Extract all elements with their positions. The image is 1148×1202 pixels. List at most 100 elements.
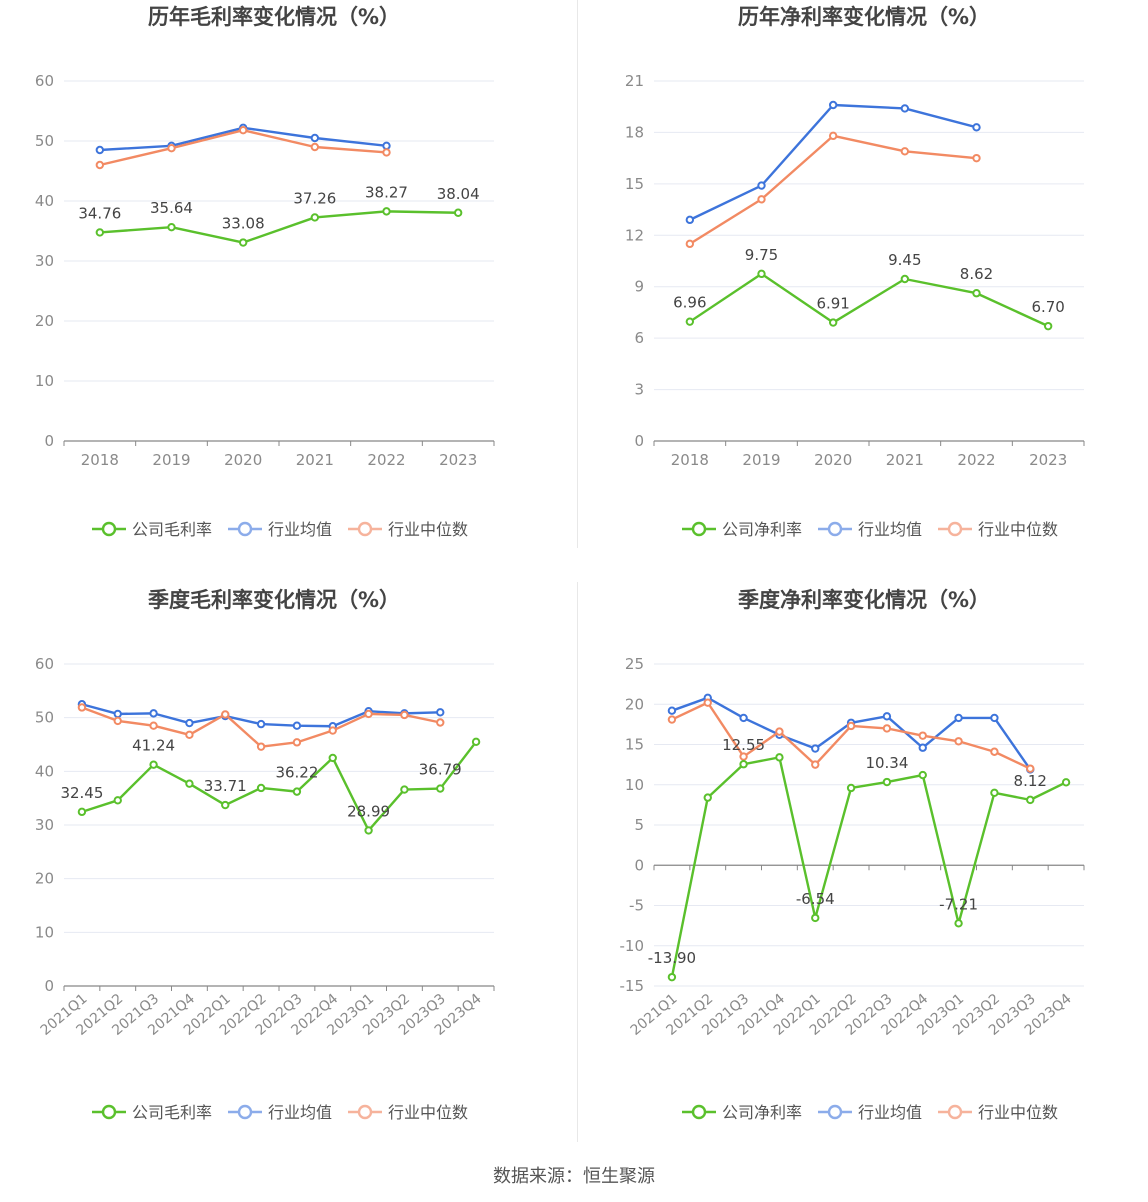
- y-tick-label: 10: [625, 776, 644, 794]
- data-point-median: [95, 160, 105, 170]
- data-point-avg: [900, 104, 910, 113]
- data-point-company: [95, 228, 105, 237]
- data-label: -13.90: [648, 949, 696, 967]
- data-point-company: [310, 213, 320, 222]
- data-label: 6.91: [816, 295, 849, 313]
- legend-marker: [237, 521, 253, 537]
- y-tick-label: 0: [634, 432, 644, 450]
- data-point-median: [382, 148, 391, 157]
- data-point-median: [167, 144, 176, 153]
- data-point-company: [185, 779, 194, 788]
- data-point-company: [113, 796, 122, 805]
- legend-marker: [827, 521, 843, 537]
- data-point-avg: [811, 744, 820, 753]
- data-point-company: [292, 787, 302, 796]
- y-tick-label: 6: [634, 329, 644, 347]
- legend-marker: [101, 521, 117, 537]
- legend-marker: [947, 1104, 963, 1120]
- y-tick-label: 0: [44, 432, 54, 450]
- data-label: 12.55: [722, 736, 765, 754]
- legend-label: 行业均值: [268, 1103, 332, 1122]
- legend-item-company: 公司净利率: [682, 520, 802, 539]
- data-point-avg: [739, 713, 748, 723]
- chart-title: 季度净利率变化情况（%）: [738, 588, 990, 612]
- legend-marker: [947, 521, 963, 537]
- legend-marker: [827, 1104, 843, 1120]
- data-label: 37.26: [293, 189, 336, 207]
- data-point-median: [990, 747, 999, 756]
- y-tick-label: 30: [35, 252, 54, 270]
- legend-item-median: 行业中位数: [938, 1103, 1058, 1122]
- y-tick-label: 60: [35, 655, 54, 673]
- data-point-company: [667, 972, 677, 982]
- legend-item-company: 公司毛利率: [92, 520, 212, 539]
- data-label: 38.04: [437, 185, 480, 203]
- data-point-company: [900, 274, 910, 284]
- y-tick-label: 15: [625, 175, 644, 193]
- data-label: 10.34: [865, 754, 908, 772]
- legend-label: 行业均值: [268, 520, 332, 539]
- data-point-company: [471, 737, 481, 747]
- data-point-median: [221, 710, 230, 719]
- y-tick-label: 20: [625, 695, 644, 713]
- data-point-avg: [882, 712, 892, 721]
- data-point-avg: [828, 100, 838, 110]
- data-label: 6.96: [673, 294, 706, 312]
- chart-title: 季度毛利率变化情况（%）: [148, 588, 400, 612]
- data-point-median: [185, 730, 194, 740]
- data-label: 36.79: [419, 761, 462, 779]
- y-tick-label: 18: [625, 123, 644, 141]
- legend-item-median: 行业中位数: [348, 520, 468, 539]
- legend-marker: [691, 521, 707, 537]
- y-tick-label: -5: [629, 897, 644, 915]
- data-point-company: [149, 760, 158, 769]
- y-tick-label: 3: [634, 381, 644, 399]
- data-point-company: [775, 753, 784, 762]
- data-point-company: [382, 207, 391, 216]
- x-tick-label: 2019: [742, 451, 780, 469]
- data-point-company: [972, 289, 981, 298]
- series-line-company: [81, 741, 478, 832]
- divider-bottom: [577, 582, 578, 1142]
- legend-item-avg: 行业均值: [228, 520, 332, 539]
- legend-label: 行业中位数: [978, 520, 1058, 539]
- data-point-company: [167, 222, 176, 232]
- data-point-avg: [95, 145, 105, 155]
- legend-label: 行业均值: [858, 520, 922, 539]
- legend-label: 公司毛利率: [132, 1103, 212, 1122]
- x-tick-label: 2019: [152, 451, 190, 469]
- legend-item-avg: 行业均值: [818, 1103, 922, 1122]
- data-point-company: [828, 318, 838, 327]
- data-point-company: [918, 770, 927, 780]
- x-tick-label: 2022: [957, 451, 995, 469]
- chart-1: 历年毛利率变化情况（%） 0 10 20 30 40 50 60 2018 2019 2020 202…: [35, 5, 495, 539]
- x-tick-label: 2023: [439, 451, 477, 469]
- data-label: 41.24: [132, 737, 175, 755]
- chart-title: 历年毛利率变化情况（%）: [148, 5, 400, 29]
- data-point-median: [757, 195, 766, 204]
- data-label: 34.76: [78, 204, 121, 222]
- data-point-company: [453, 208, 463, 217]
- data-point-median: [256, 742, 266, 751]
- data-label: 35.64: [150, 199, 193, 217]
- data-point-avg: [256, 719, 266, 729]
- divider-top: [577, 0, 578, 548]
- y-tick-label: -10: [620, 937, 645, 955]
- legend-label: 行业中位数: [978, 1103, 1058, 1122]
- data-point-company: [1061, 778, 1071, 787]
- y-tick-label: 50: [35, 132, 54, 150]
- legend-item-avg: 行业均值: [228, 1103, 332, 1122]
- data-point-avg: [436, 708, 445, 717]
- y-tick-label: 5: [634, 816, 644, 834]
- chart-title: 历年净利率变化情况（%）: [738, 5, 990, 29]
- data-source: 数据来源：恒生聚源: [493, 1166, 655, 1187]
- data-point-avg: [310, 133, 320, 143]
- data-point-median: [364, 709, 373, 719]
- data-point-company: [77, 807, 87, 817]
- data-point-company: [400, 785, 409, 794]
- legend-item-avg: 行业均值: [818, 520, 922, 539]
- data-point-median: [238, 126, 248, 135]
- y-tick-label: 9: [634, 278, 644, 296]
- chart-2: 历年净利率变化情况（%） 0 3 6 9 12 15 18 21 2018 2019 2020 2021…: [625, 5, 1085, 539]
